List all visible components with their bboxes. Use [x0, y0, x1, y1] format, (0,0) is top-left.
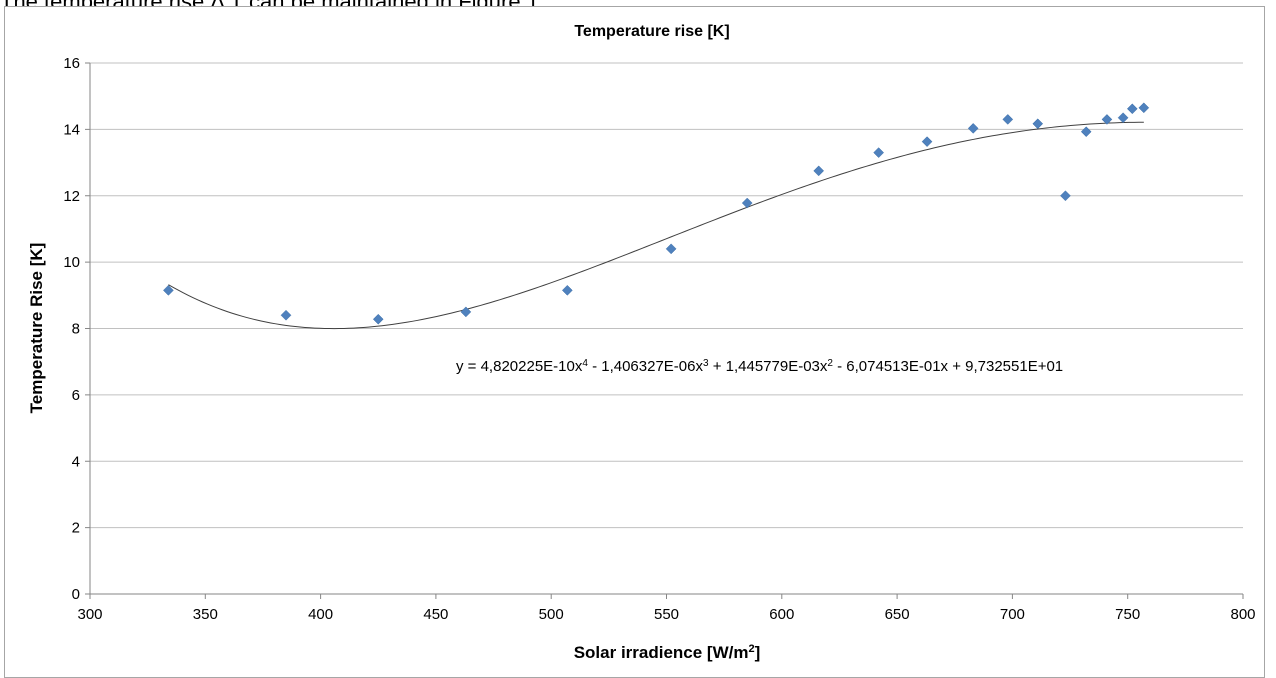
axes	[85, 62, 1244, 599]
data-point-marker	[1002, 114, 1014, 125]
x-axis-title-main: Solar irradience [W/m	[574, 643, 749, 662]
data-point-marker	[280, 309, 292, 321]
data-point-marker	[813, 165, 825, 177]
tick-labels: 0 2 4 6 8 10 12 14 16 300 350 400 450 500 550 600 650 700…	[63, 55, 1255, 623]
y-tick-label: 2	[72, 520, 80, 537]
equation-part: 3	[703, 358, 709, 369]
x-axis-title-sup: 2	[748, 643, 754, 655]
data-point-marker	[873, 147, 885, 158]
data-point-marker	[1138, 102, 1150, 114]
trendline-curve	[168, 121, 1144, 330]
x-tick-label: 600	[769, 606, 794, 623]
data-point-marker	[1126, 103, 1138, 115]
trendline-equation: y = 4,820225E-10x4 - 1,406327E-06x3 + 1,…	[456, 358, 1063, 376]
equation-part: 4	[582, 358, 588, 369]
y-tick-label: 14	[63, 121, 80, 138]
y-axis-title: Temperature Rise [K]	[27, 243, 46, 414]
x-tick-label: 800	[1230, 606, 1255, 623]
data-point-marker	[163, 284, 174, 296]
chart-title: Temperature rise [K]	[574, 23, 729, 40]
equation-part: - 6,074513E-01x + 9,732551E+01	[833, 358, 1063, 375]
x-tick-label: 500	[539, 606, 564, 623]
x-tick-label: 700	[1000, 606, 1025, 623]
y-tick-label: 4	[72, 453, 80, 470]
x-tick-label: 300	[77, 606, 102, 623]
data-point-marker	[921, 136, 933, 148]
x-axis-title-end: ]	[755, 643, 761, 662]
x-tick-label: 400	[308, 606, 333, 623]
x-tick-label: 550	[654, 606, 679, 623]
y-tick-label: 8	[72, 321, 80, 338]
data-point-marker	[1032, 118, 1044, 130]
data-point-marker	[1080, 126, 1092, 138]
chart-area	[4, 6, 1265, 678]
data-point-marker	[741, 197, 753, 209]
equation-part: 2	[827, 358, 833, 369]
data-point-marker	[561, 284, 573, 296]
equation-part: - 1,406327E-06x	[588, 358, 704, 375]
y-tick-label: 0	[72, 586, 80, 603]
x-tick-label: 350	[193, 606, 218, 623]
gridlines	[90, 62, 1243, 529]
data-point-marker	[372, 313, 384, 325]
x-tick-label: 750	[1115, 606, 1140, 623]
data-point-marker	[665, 243, 677, 255]
data-point-marker	[460, 306, 472, 318]
y-tick-label: 12	[63, 188, 80, 205]
data-point-marker	[1101, 114, 1113, 125]
x-tick-label: 650	[885, 606, 910, 623]
x-axis-title: Solar irradience [W/m2]	[574, 643, 761, 662]
y-tick-label: 10	[63, 254, 80, 271]
data-point-marker	[967, 123, 979, 134]
x-tick-label: 450	[423, 606, 448, 623]
equation-part: + 1,445779E-03x	[709, 358, 828, 375]
y-tick-label: 16	[63, 55, 80, 72]
trendline	[168, 121, 1144, 330]
data-point-marker	[1117, 112, 1129, 124]
equation-part: y = 4,820225E-10x	[456, 358, 583, 375]
data-points	[163, 102, 1150, 325]
y-tick-label: 6	[72, 387, 80, 404]
data-point-marker	[1060, 190, 1071, 202]
